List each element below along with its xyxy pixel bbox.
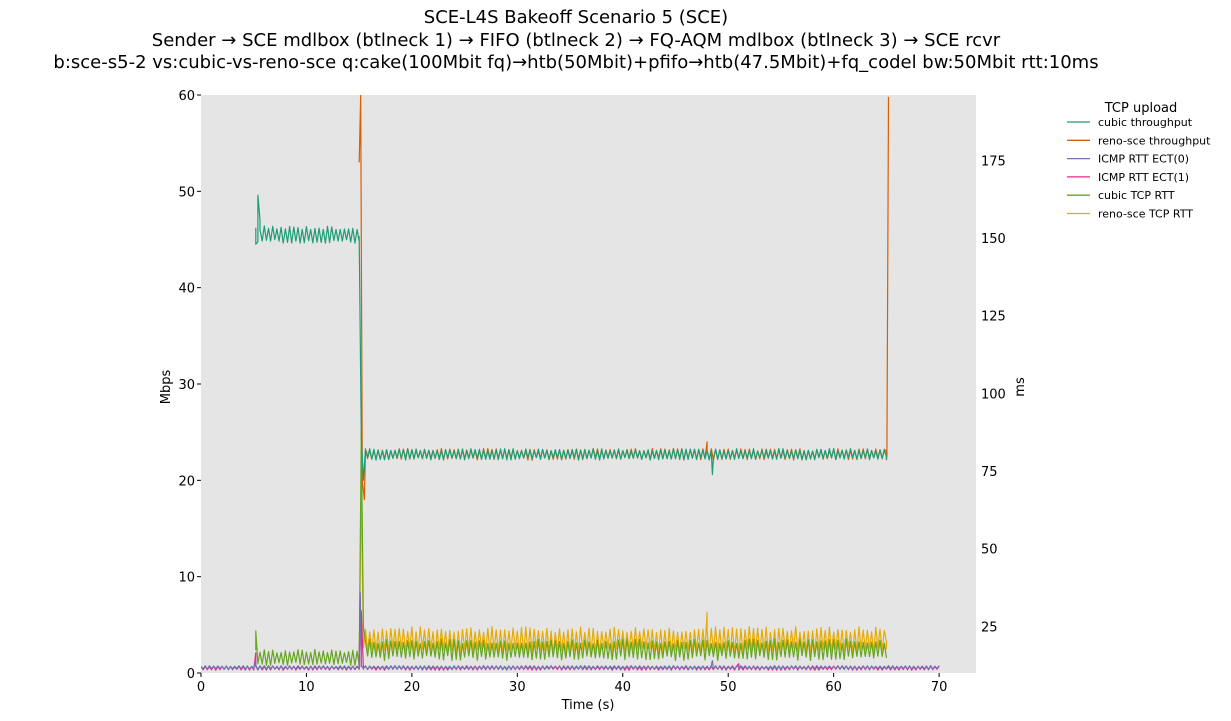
legend-title: TCP upload xyxy=(1104,101,1178,116)
x-tick-label: 50 xyxy=(720,680,737,695)
y-right-tick-label: 50 xyxy=(981,543,998,558)
y-right-tick-label: 125 xyxy=(981,310,1006,325)
legend-label-reno-sce-tcp-rtt: reno-sce TCP RTT xyxy=(1098,208,1193,221)
y-right-tick-label: 150 xyxy=(981,232,1006,247)
x-tick-label: 60 xyxy=(825,680,842,695)
y-right-tick-label: 100 xyxy=(981,387,1006,402)
legend-label-icmp-rtt-ect-1: ICMP RTT ECT(1) xyxy=(1098,171,1189,184)
legend-label-cubic-tcp-rtt: cubic TCP RTT xyxy=(1098,189,1175,202)
series-line-cubic-throughput xyxy=(255,194,887,481)
x-tick-label: 40 xyxy=(614,680,631,695)
plot-area xyxy=(201,95,976,673)
x-tick-label: 30 xyxy=(509,680,526,695)
legend-label-reno-sce-throughput: reno-sce throughput xyxy=(1098,134,1211,147)
y-right-tick-label: 25 xyxy=(981,620,998,635)
y-left-tick-label: 60 xyxy=(178,89,195,104)
chart-title-line-1: SCE-L4S Bakeoff Scenario 5 (SCE) xyxy=(424,7,728,28)
x-tick-label: 70 xyxy=(931,680,948,695)
x-tick-label: 0 xyxy=(197,680,205,695)
y-left-tick-label: 20 xyxy=(178,474,195,489)
legend-label-icmp-rtt-ect-0: ICMP RTT ECT(0) xyxy=(1098,153,1189,166)
x-tick-label: 20 xyxy=(404,680,421,695)
y-left-tick-label: 40 xyxy=(178,282,195,297)
y-right-tick-label: 175 xyxy=(981,154,1006,169)
legend: TCP upload cubic throughput reno-sce thro… xyxy=(1067,101,1211,221)
y-axis-left-label: Mbps xyxy=(159,370,174,405)
legend-label-cubic-throughput: cubic throughput xyxy=(1098,116,1193,129)
chart-title-line-2: Sender → SCE mdlbox (btlneck 1) → FIFO (… xyxy=(152,30,1001,51)
x-axis-label: Time (s) xyxy=(561,698,615,713)
y-axis-right-label: ms xyxy=(1013,377,1028,397)
series-layer xyxy=(201,95,940,671)
y-left-tick-label: 30 xyxy=(178,378,195,393)
y-right-tick-label: 75 xyxy=(981,465,998,480)
y-left-tick-label: 10 xyxy=(178,571,195,586)
series-line-icmp-rtt-ect-0 xyxy=(201,591,940,670)
axes-layer: 0 10 20 30 40 50 60 70 0 10 20 30 40 50 60 25 50 75 100 125… xyxy=(178,89,1005,695)
chart-title-line-3: b:sce-s5-2 vs:cubic-vs-reno-sce q:cake(1… xyxy=(53,52,1098,73)
x-tick-label: 10 xyxy=(298,680,315,695)
y-left-tick-label: 0 xyxy=(187,667,195,682)
y-left-tick-label: 50 xyxy=(178,185,195,200)
chart-title: SCE-L4S Bakeoff Scenario 5 (SCE) Sender … xyxy=(53,7,1098,73)
